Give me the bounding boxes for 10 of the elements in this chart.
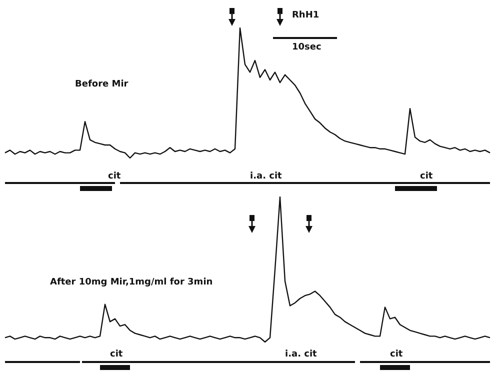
text: cit [108,172,122,182]
annotation: 10sec [292,42,322,52]
text: RhH1 [292,10,320,20]
annotation: Before Mir [75,80,129,90]
text: cit [420,172,434,182]
text: cit [110,350,124,360]
text: i.a. cit [285,350,318,360]
text: cit [390,350,404,360]
annotation: After 10mg Mir,1mg/ml for 3min [50,278,213,288]
text: i.a. cit [250,172,283,182]
